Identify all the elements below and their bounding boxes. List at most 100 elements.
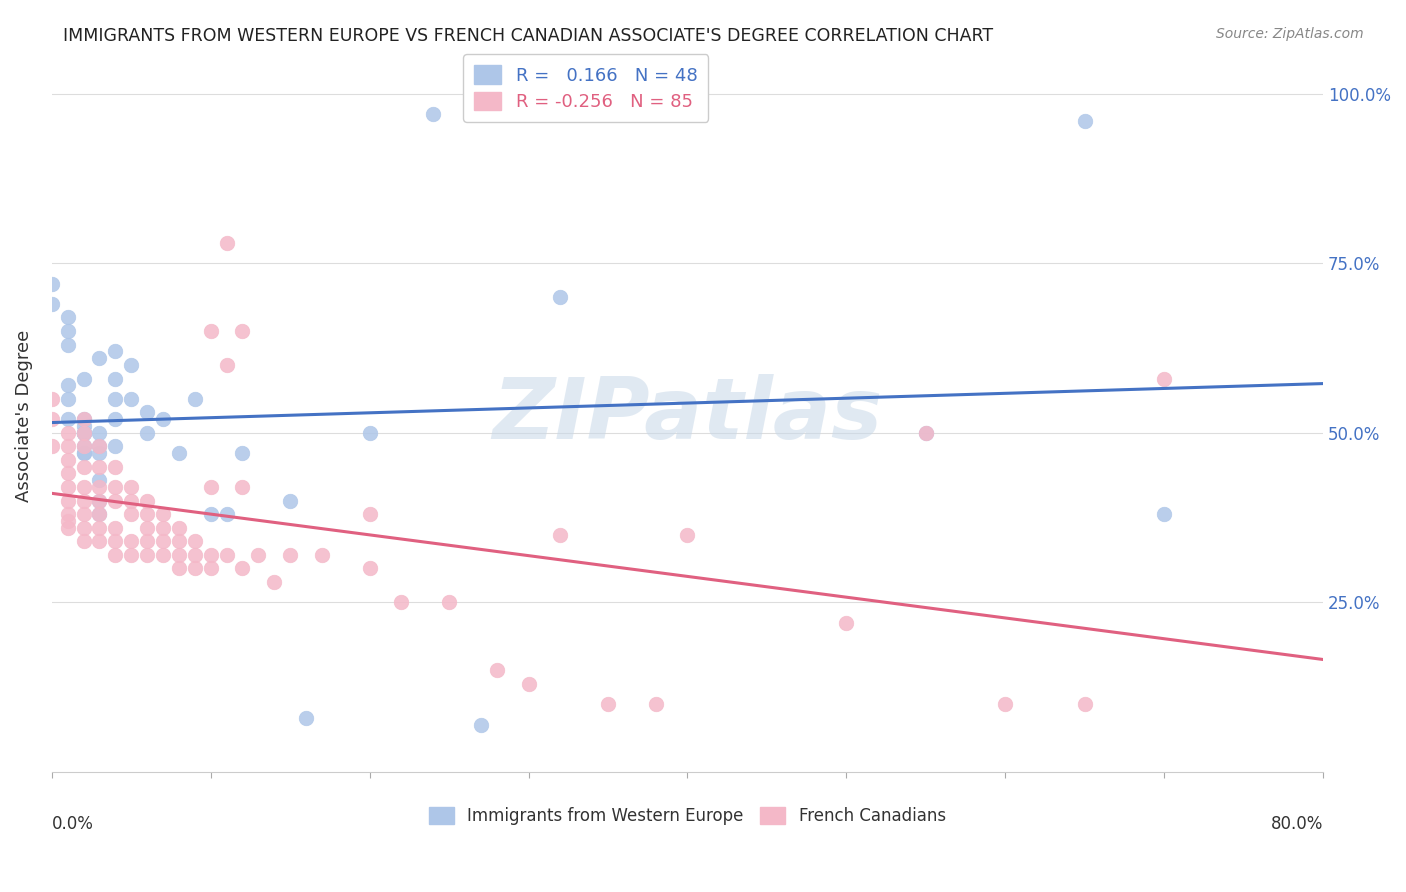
Point [104, 412, 127, 426]
Point [72, 521, 94, 535]
Point [120, 548, 142, 562]
Point [215, 235, 238, 250]
Point [104, 371, 127, 385]
Point [120, 392, 142, 406]
Point [56, 337, 79, 351]
Point [104, 392, 127, 406]
Point [72, 425, 94, 440]
Point [311, 548, 333, 562]
Point [89, 493, 111, 508]
Point [215, 358, 238, 372]
Point [914, 425, 936, 440]
Point [104, 493, 127, 508]
Point [120, 534, 142, 549]
Point [41, 297, 63, 311]
Point [152, 507, 174, 521]
Point [437, 595, 460, 609]
Point [72, 425, 94, 440]
Point [550, 290, 572, 304]
Point [1074, 113, 1097, 128]
Point [295, 711, 318, 725]
Point [167, 521, 190, 535]
Point [89, 351, 111, 366]
Point [89, 459, 111, 474]
Text: ZIPatlas: ZIPatlas [492, 375, 883, 458]
Point [184, 561, 207, 575]
Point [644, 697, 666, 711]
Point [72, 425, 94, 440]
Point [104, 344, 127, 359]
Point [104, 459, 127, 474]
Point [89, 480, 111, 494]
Point [120, 507, 142, 521]
Point [56, 310, 79, 325]
Point [104, 548, 127, 562]
Point [56, 514, 79, 528]
Point [136, 425, 159, 440]
Point [136, 493, 159, 508]
Point [136, 507, 159, 521]
Point [215, 548, 238, 562]
Point [72, 446, 94, 460]
Point [56, 412, 79, 426]
Point [231, 446, 253, 460]
Point [200, 548, 222, 562]
Point [1153, 371, 1175, 385]
Point [89, 425, 111, 440]
Point [72, 534, 94, 549]
Point [89, 534, 111, 549]
Point [72, 371, 94, 385]
Point [72, 412, 94, 426]
Point [278, 548, 301, 562]
Point [56, 439, 79, 453]
Point [359, 507, 381, 521]
Legend: Immigrants from Western Europe, French Canadians: Immigrants from Western Europe, French C… [419, 797, 956, 835]
Text: Source: ZipAtlas.com: Source: ZipAtlas.com [1216, 27, 1364, 41]
Point [72, 412, 94, 426]
Point [167, 561, 190, 575]
Point [389, 595, 412, 609]
Point [167, 446, 190, 460]
Text: IMMIGRANTS FROM WESTERN EUROPE VS FRENCH CANADIAN ASSOCIATE'S DEGREE CORRELATION: IMMIGRANTS FROM WESTERN EUROPE VS FRENCH… [63, 27, 994, 45]
Point [914, 425, 936, 440]
Point [517, 677, 540, 691]
Point [56, 493, 79, 508]
Point [152, 521, 174, 535]
Point [56, 392, 79, 406]
Point [231, 480, 253, 494]
Point [835, 615, 858, 630]
Point [89, 521, 111, 535]
Point [72, 507, 94, 521]
Point [56, 425, 79, 440]
Point [72, 493, 94, 508]
Point [56, 467, 79, 481]
Point [167, 548, 190, 562]
Point [136, 534, 159, 549]
Point [89, 439, 111, 453]
Point [89, 493, 111, 508]
Point [41, 412, 63, 426]
Point [41, 392, 63, 406]
Point [184, 534, 207, 549]
Point [120, 493, 142, 508]
Point [485, 663, 508, 677]
Point [72, 439, 94, 453]
Point [41, 439, 63, 453]
Point [104, 521, 127, 535]
Point [136, 548, 159, 562]
Point [41, 277, 63, 291]
Point [56, 453, 79, 467]
Point [200, 507, 222, 521]
Point [104, 534, 127, 549]
Point [200, 324, 222, 338]
Y-axis label: Associate's Degree: Associate's Degree [15, 330, 32, 502]
Point [184, 392, 207, 406]
Point [72, 446, 94, 460]
Point [72, 480, 94, 494]
Point [104, 480, 127, 494]
Point [231, 561, 253, 575]
Point [89, 507, 111, 521]
Point [1153, 507, 1175, 521]
Point [152, 548, 174, 562]
Point [56, 324, 79, 338]
